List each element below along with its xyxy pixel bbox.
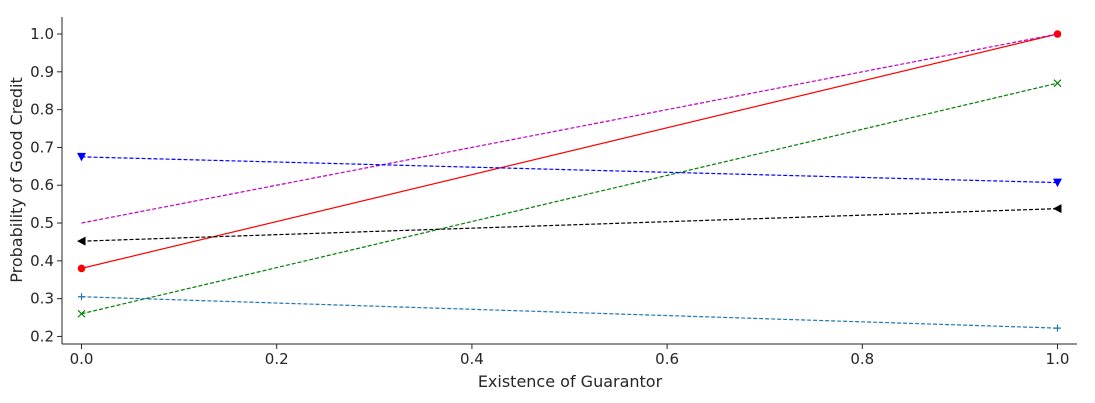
series-5-point	[77, 236, 86, 246]
x-axis-label: Existence of Guarantor	[478, 372, 663, 391]
y-tick-label: 0.7	[30, 138, 54, 156]
series-5-point	[1052, 204, 1062, 214]
y-tick-label: 0.6	[30, 176, 54, 194]
y-tick-label: 0.8	[30, 101, 54, 119]
series-3-line	[81, 82, 1058, 315]
y-ticks: 0.2 0.3 0.4 0.5 0.6 0.7 0.8 0.9 1.0	[30, 25, 62, 345]
series-4-point	[1052, 178, 1062, 188]
series-1-point	[1053, 30, 1062, 38]
y-tick-label: 0.2	[30, 327, 54, 345]
series-4-point	[77, 152, 87, 162]
y-tick-label: 1.0	[30, 25, 54, 43]
x-tick-label: 0.6	[655, 350, 679, 368]
y-axis-label: Probability of Good Credit	[7, 77, 26, 283]
series-3-point	[77, 309, 86, 318]
y-tick-label: 0.5	[30, 214, 54, 232]
y-tick-label: 0.4	[30, 252, 54, 270]
x-tick-label: 0.2	[265, 350, 289, 368]
x-tick-label: 0.8	[850, 350, 874, 368]
series-6-point	[1053, 324, 1061, 332]
x-tick-label: 1.0	[1046, 350, 1070, 368]
x-ticks: 0.0 0.2 0.4 0.6 0.8 1.0	[70, 344, 1070, 368]
series-4-line	[81, 156, 1058, 184]
series-1-point	[77, 264, 86, 273]
series-1-line	[81, 33, 1058, 269]
series-2-line	[81, 33, 1058, 224]
y-tick-label: 0.3	[30, 290, 54, 308]
series-layer	[77, 30, 1062, 332]
x-tick-label: 0.4	[460, 350, 484, 368]
x-tick-label: 0.0	[70, 350, 94, 368]
y-tick-label: 0.9	[30, 63, 54, 81]
series-5-line	[81, 208, 1058, 242]
series-6-point	[78, 293, 86, 301]
series-3-point	[1053, 79, 1062, 88]
series-6-line	[81, 296, 1058, 329]
